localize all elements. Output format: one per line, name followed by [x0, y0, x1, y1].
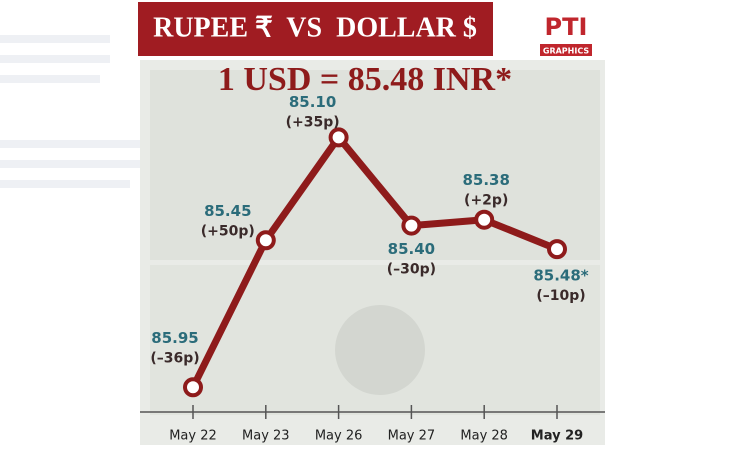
point [183, 377, 203, 398]
chart-subtitle: 1 USD = 85.48 INR* [218, 61, 512, 98]
point [401, 215, 422, 236]
banknote-rupee [150, 70, 600, 260]
point [255, 230, 276, 251]
point [328, 127, 349, 148]
annotation: (–30p) [387, 262, 436, 278]
value-label: 85.45 [204, 202, 251, 220]
x-tick-label: May 28 [460, 429, 508, 444]
x-tick-label: May 22 [169, 429, 217, 444]
logo: PTI [545, 13, 588, 41]
line [189, 133, 559, 389]
x-tick-label: May 23 [242, 429, 290, 444]
annotation: (–36p) [150, 350, 199, 366]
annotation: (+50p) [201, 223, 255, 239]
value-label: 85.38 [462, 171, 509, 189]
point [547, 239, 567, 260]
logo-caption: GRAPHICS [543, 47, 589, 56]
annotation: (+35p) [286, 114, 340, 130]
portrait [335, 305, 425, 395]
chart-title: RUPEE ₹ VS DOLLAR $ [153, 12, 477, 43]
value-label: 85.40 [388, 240, 435, 258]
title-bar [138, 2, 493, 56]
annotation: (+2p) [464, 193, 508, 209]
value-label: 85.10 [289, 93, 336, 111]
point [474, 209, 495, 230]
faded-text [0, 35, 140, 188]
x-tick-label: May 29 [531, 429, 583, 444]
annotation: (–10p) [536, 288, 585, 304]
value-label: 85.48* [533, 267, 588, 285]
value-label: 85.95 [151, 329, 198, 347]
logo-band [540, 44, 592, 56]
x-tick-label: May 26 [315, 429, 363, 444]
x-tick-label: May 27 [388, 429, 436, 444]
